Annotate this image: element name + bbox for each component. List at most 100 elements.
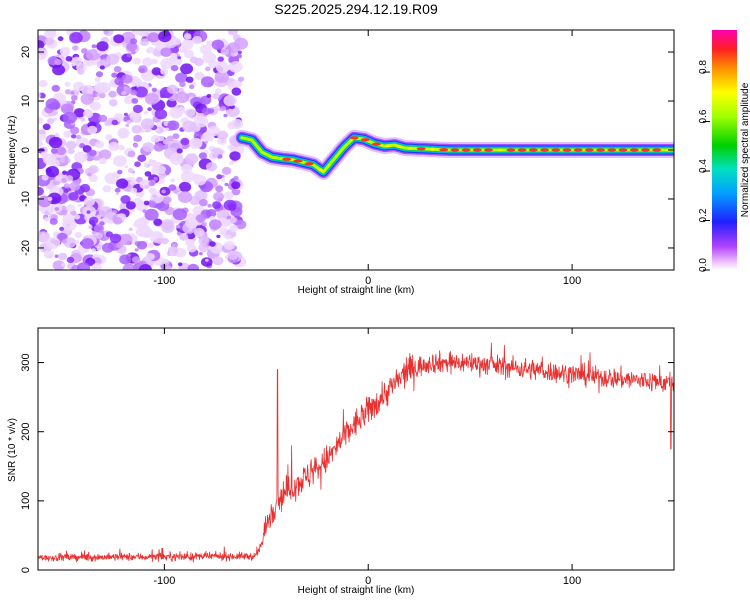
noise-blob (106, 53, 120, 65)
noise-blob (233, 175, 239, 181)
noise-blob (175, 91, 190, 104)
signal-track (233, 129, 674, 180)
noise-blob (45, 237, 61, 249)
noise-region (38, 30, 249, 270)
noise-blob (131, 50, 136, 55)
noise-blob (113, 66, 122, 73)
noise-blob (113, 34, 125, 44)
noise-blob (214, 88, 222, 94)
noise-blob (91, 44, 97, 49)
noise-blob (211, 152, 219, 158)
noise-blob (145, 252, 155, 261)
noise-blob (64, 89, 72, 95)
noise-blob (111, 72, 118, 78)
track-peak (484, 148, 493, 152)
noise-blob (62, 170, 68, 175)
noise-blob (201, 257, 213, 267)
noise-blob (142, 142, 155, 153)
snr-panel: -100 0 100 0 100 200 300 Height of straight li… (7, 327, 675, 596)
noise-blob (184, 108, 196, 118)
noise-blob (66, 204, 76, 212)
noise-blob (155, 128, 160, 132)
noise-blob (65, 140, 77, 150)
noise-blob (108, 141, 120, 151)
track-peak (317, 168, 323, 172)
noise-blob (206, 209, 217, 218)
track-peak (304, 162, 314, 166)
noise-blob (38, 117, 44, 124)
noise-blob (98, 92, 106, 99)
noise-blob (114, 77, 124, 86)
noise-blob (132, 143, 139, 148)
noise-blob (147, 200, 156, 207)
noise-blob (91, 230, 97, 235)
noise-blob (130, 89, 138, 96)
noise-blob (229, 160, 235, 165)
noise-blob (132, 57, 141, 65)
noise-blob (48, 136, 63, 149)
noise-blob (179, 233, 189, 241)
noise-blob (87, 172, 92, 177)
noise-blob (193, 174, 207, 186)
track-peak (472, 148, 482, 152)
noise-blob (72, 45, 79, 51)
noise-blob (201, 107, 211, 115)
noise-blob (199, 44, 212, 55)
noise-blob (153, 218, 163, 226)
noise-blob (86, 210, 91, 214)
noise-blob (223, 240, 236, 250)
noise-blob (124, 112, 128, 117)
snr-xtick-label: -100 (153, 575, 175, 587)
noise-blob (227, 251, 239, 260)
noise-blob (42, 123, 51, 131)
noise-blob (63, 183, 70, 189)
noise-blob (212, 256, 224, 266)
noise-blob (118, 144, 125, 151)
noise-blob (158, 30, 172, 43)
noise-blob (47, 196, 53, 201)
noise-blob (39, 92, 46, 99)
track-peak (665, 148, 671, 152)
noise-blob (124, 165, 129, 169)
noise-blob (151, 58, 158, 65)
noise-blob (180, 137, 190, 146)
noise-blob (129, 180, 135, 186)
noise-blob (214, 71, 229, 83)
colorbar: 0.0 0.2 0.4 0.6 0.8 Normalized spectral ampl… (698, 30, 750, 272)
noise-blob (59, 226, 65, 231)
noise-blob (109, 81, 116, 87)
noise-blob (69, 181, 81, 191)
noise-blob (77, 203, 82, 207)
noise-blob (147, 107, 152, 111)
noise-blob (116, 178, 129, 189)
noise-blob (98, 206, 113, 218)
noise-blob (139, 179, 152, 190)
track-peak (641, 148, 650, 152)
track-peak (407, 146, 413, 150)
noise-blob (111, 119, 119, 126)
noise-blob (226, 215, 232, 220)
noise-blob (59, 158, 65, 163)
noise-blob (156, 237, 164, 244)
noise-blob (199, 252, 203, 256)
noise-blob (231, 188, 241, 196)
noise-blob (216, 61, 230, 74)
noise-blob (69, 32, 83, 44)
noise-blob (142, 209, 147, 214)
noise-blob (76, 262, 91, 270)
noise-blob (179, 81, 186, 88)
spectrogram-ylabel: Frequency (Hz) (7, 116, 18, 185)
noise-blob (204, 140, 209, 144)
noise-blob (142, 81, 149, 88)
noise-blob (216, 174, 223, 180)
noise-blob (126, 119, 132, 125)
colorbar-gradient (712, 30, 737, 270)
noise-blob (38, 186, 44, 196)
noise-blob (219, 106, 227, 112)
noise-blob (125, 123, 129, 127)
noise-blob (113, 113, 125, 122)
noise-blob (80, 117, 86, 122)
noise-blob (148, 181, 155, 187)
noise-blob (115, 192, 120, 196)
noise-blob (61, 263, 66, 267)
